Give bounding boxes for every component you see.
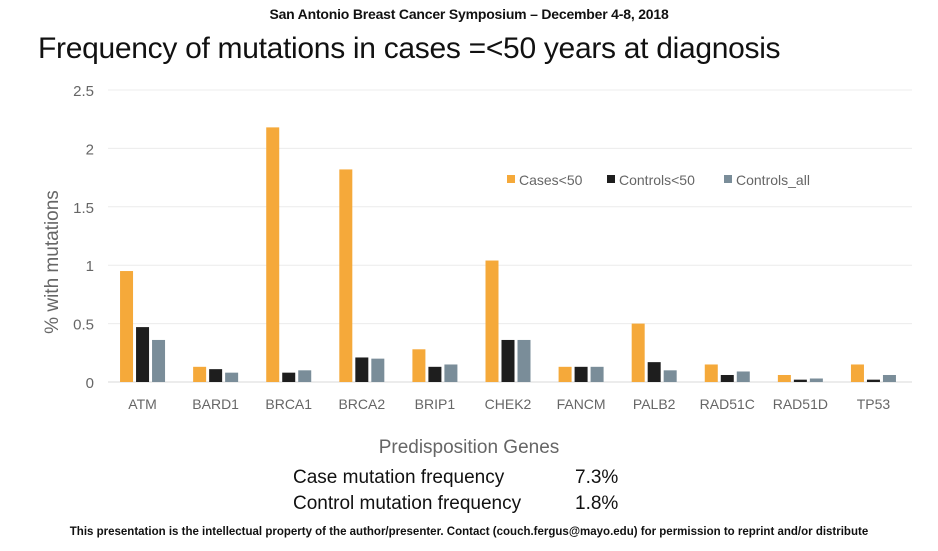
bar-palb2-controls-50 <box>647 362 661 382</box>
x-tick-label: TP53 <box>857 396 891 412</box>
conference-header: San Antonio Breast Cancer Symposium – De… <box>269 6 669 22</box>
slide-title: Frequency of mutations in cases =<50 yea… <box>38 32 781 65</box>
x-tick-label: BRCA1 <box>265 396 312 412</box>
bar-chek2-controls-50 <box>501 339 515 382</box>
bar-brca1-controls-all <box>298 370 312 382</box>
bar-brip1-cases-50 <box>412 349 426 382</box>
bar-chek2-cases-50 <box>485 260 499 382</box>
bar-brca2-controls-all <box>371 358 385 382</box>
bar-atm-cases-50 <box>120 271 134 382</box>
x-tick-label: CHEK2 <box>485 396 532 412</box>
x-axis-label: Predisposition Genes <box>378 437 560 458</box>
legend-label: Controls_all <box>736 172 810 188</box>
bar-rad51d-cases-50 <box>777 374 791 382</box>
x-tick-labels: ATM BARD1 BRCA1 BRCA2 BRIP1 CHEK2 FANCM PALB2 RA… <box>128 396 890 412</box>
stat-label: Case mutation frequency <box>293 467 505 488</box>
bar-brca1-controls-50 <box>282 372 296 382</box>
bar-bard1-controls-all <box>225 372 239 382</box>
y-tick-label: 2 <box>86 141 94 158</box>
stat-row-case: Case mutation frequency 7.3% <box>293 467 618 489</box>
bar-brca2-controls-50 <box>355 357 369 382</box>
legend-swatch <box>607 175 615 183</box>
y-tick-label: 0 <box>86 375 94 392</box>
stat-label: Control mutation frequency <box>293 493 522 514</box>
bar-rad51d-controls-50 <box>793 379 807 382</box>
bar-brip1-controls-all <box>444 364 458 382</box>
bar-chek2-controls-all <box>517 339 531 382</box>
stat-value: 1.8% <box>575 493 619 514</box>
bar-palb2-controls-all <box>663 370 677 382</box>
gridlines <box>108 89 912 383</box>
bar-tp53-controls-50 <box>866 379 880 382</box>
x-tick-label: BRCA2 <box>338 396 385 412</box>
y-axis-label: % with mutations <box>42 190 63 334</box>
bar-atm-controls-all <box>152 339 166 382</box>
legend: Cases<50 Controls<50 Controls_all <box>507 172 810 188</box>
x-tick-label: BARD1 <box>192 396 239 412</box>
bar-rad51c-cases-50 <box>704 364 718 382</box>
y-tick-label: 1 <box>86 258 94 275</box>
x-tick-label: RAD51D <box>773 396 828 412</box>
bar-rad51c-controls-50 <box>720 374 734 382</box>
bar-fancm-cases-50 <box>558 366 572 382</box>
y-tick-label: 1.5 <box>73 200 94 217</box>
bar-tp53-cases-50 <box>850 364 864 382</box>
y-tick-label: 0.5 <box>73 317 94 334</box>
bar-brip1-controls-50 <box>428 366 442 382</box>
x-tick-label: FANCM <box>557 396 606 412</box>
legend-swatch <box>507 175 515 183</box>
bar-rad51d-controls-all <box>809 378 823 382</box>
x-tick-label: ATM <box>128 396 157 412</box>
bar-bard1-cases-50 <box>193 366 207 382</box>
y-tick-labels: 0 0.5 1 1.5 2 2.5 <box>73 83 94 392</box>
bar-palb2-cases-50 <box>631 323 645 382</box>
stat-row-control: Control mutation frequency 1.8% <box>293 493 618 515</box>
bar-fancm-controls-50 <box>574 366 588 382</box>
bar-brca2-cases-50 <box>339 169 353 382</box>
bar-tp53-controls-all <box>882 374 896 382</box>
legend-label: Controls<50 <box>619 172 695 188</box>
bar-atm-controls-50 <box>136 327 150 382</box>
bar-bard1-controls-50 <box>209 369 223 382</box>
x-tick-label: RAD51C <box>700 396 755 412</box>
bars <box>120 127 896 382</box>
stat-value: 7.3% <box>575 467 619 488</box>
x-tick-label: BRIP1 <box>415 396 456 412</box>
copyright-footer: This presentation is the intellectual pr… <box>69 526 869 538</box>
legend-swatch <box>724 175 732 183</box>
bar-brca1-cases-50 <box>266 127 280 382</box>
bar-fancm-controls-all <box>590 366 604 382</box>
y-tick-label: 2.5 <box>73 83 94 100</box>
legend-label: Cases<50 <box>519 172 583 188</box>
x-tick-label: PALB2 <box>633 396 676 412</box>
bar-chart: 0 0.5 1 1.5 2 2.5 % with mutations ATM BARD1 BR… <box>42 83 912 412</box>
bar-rad51c-controls-all <box>736 371 750 382</box>
